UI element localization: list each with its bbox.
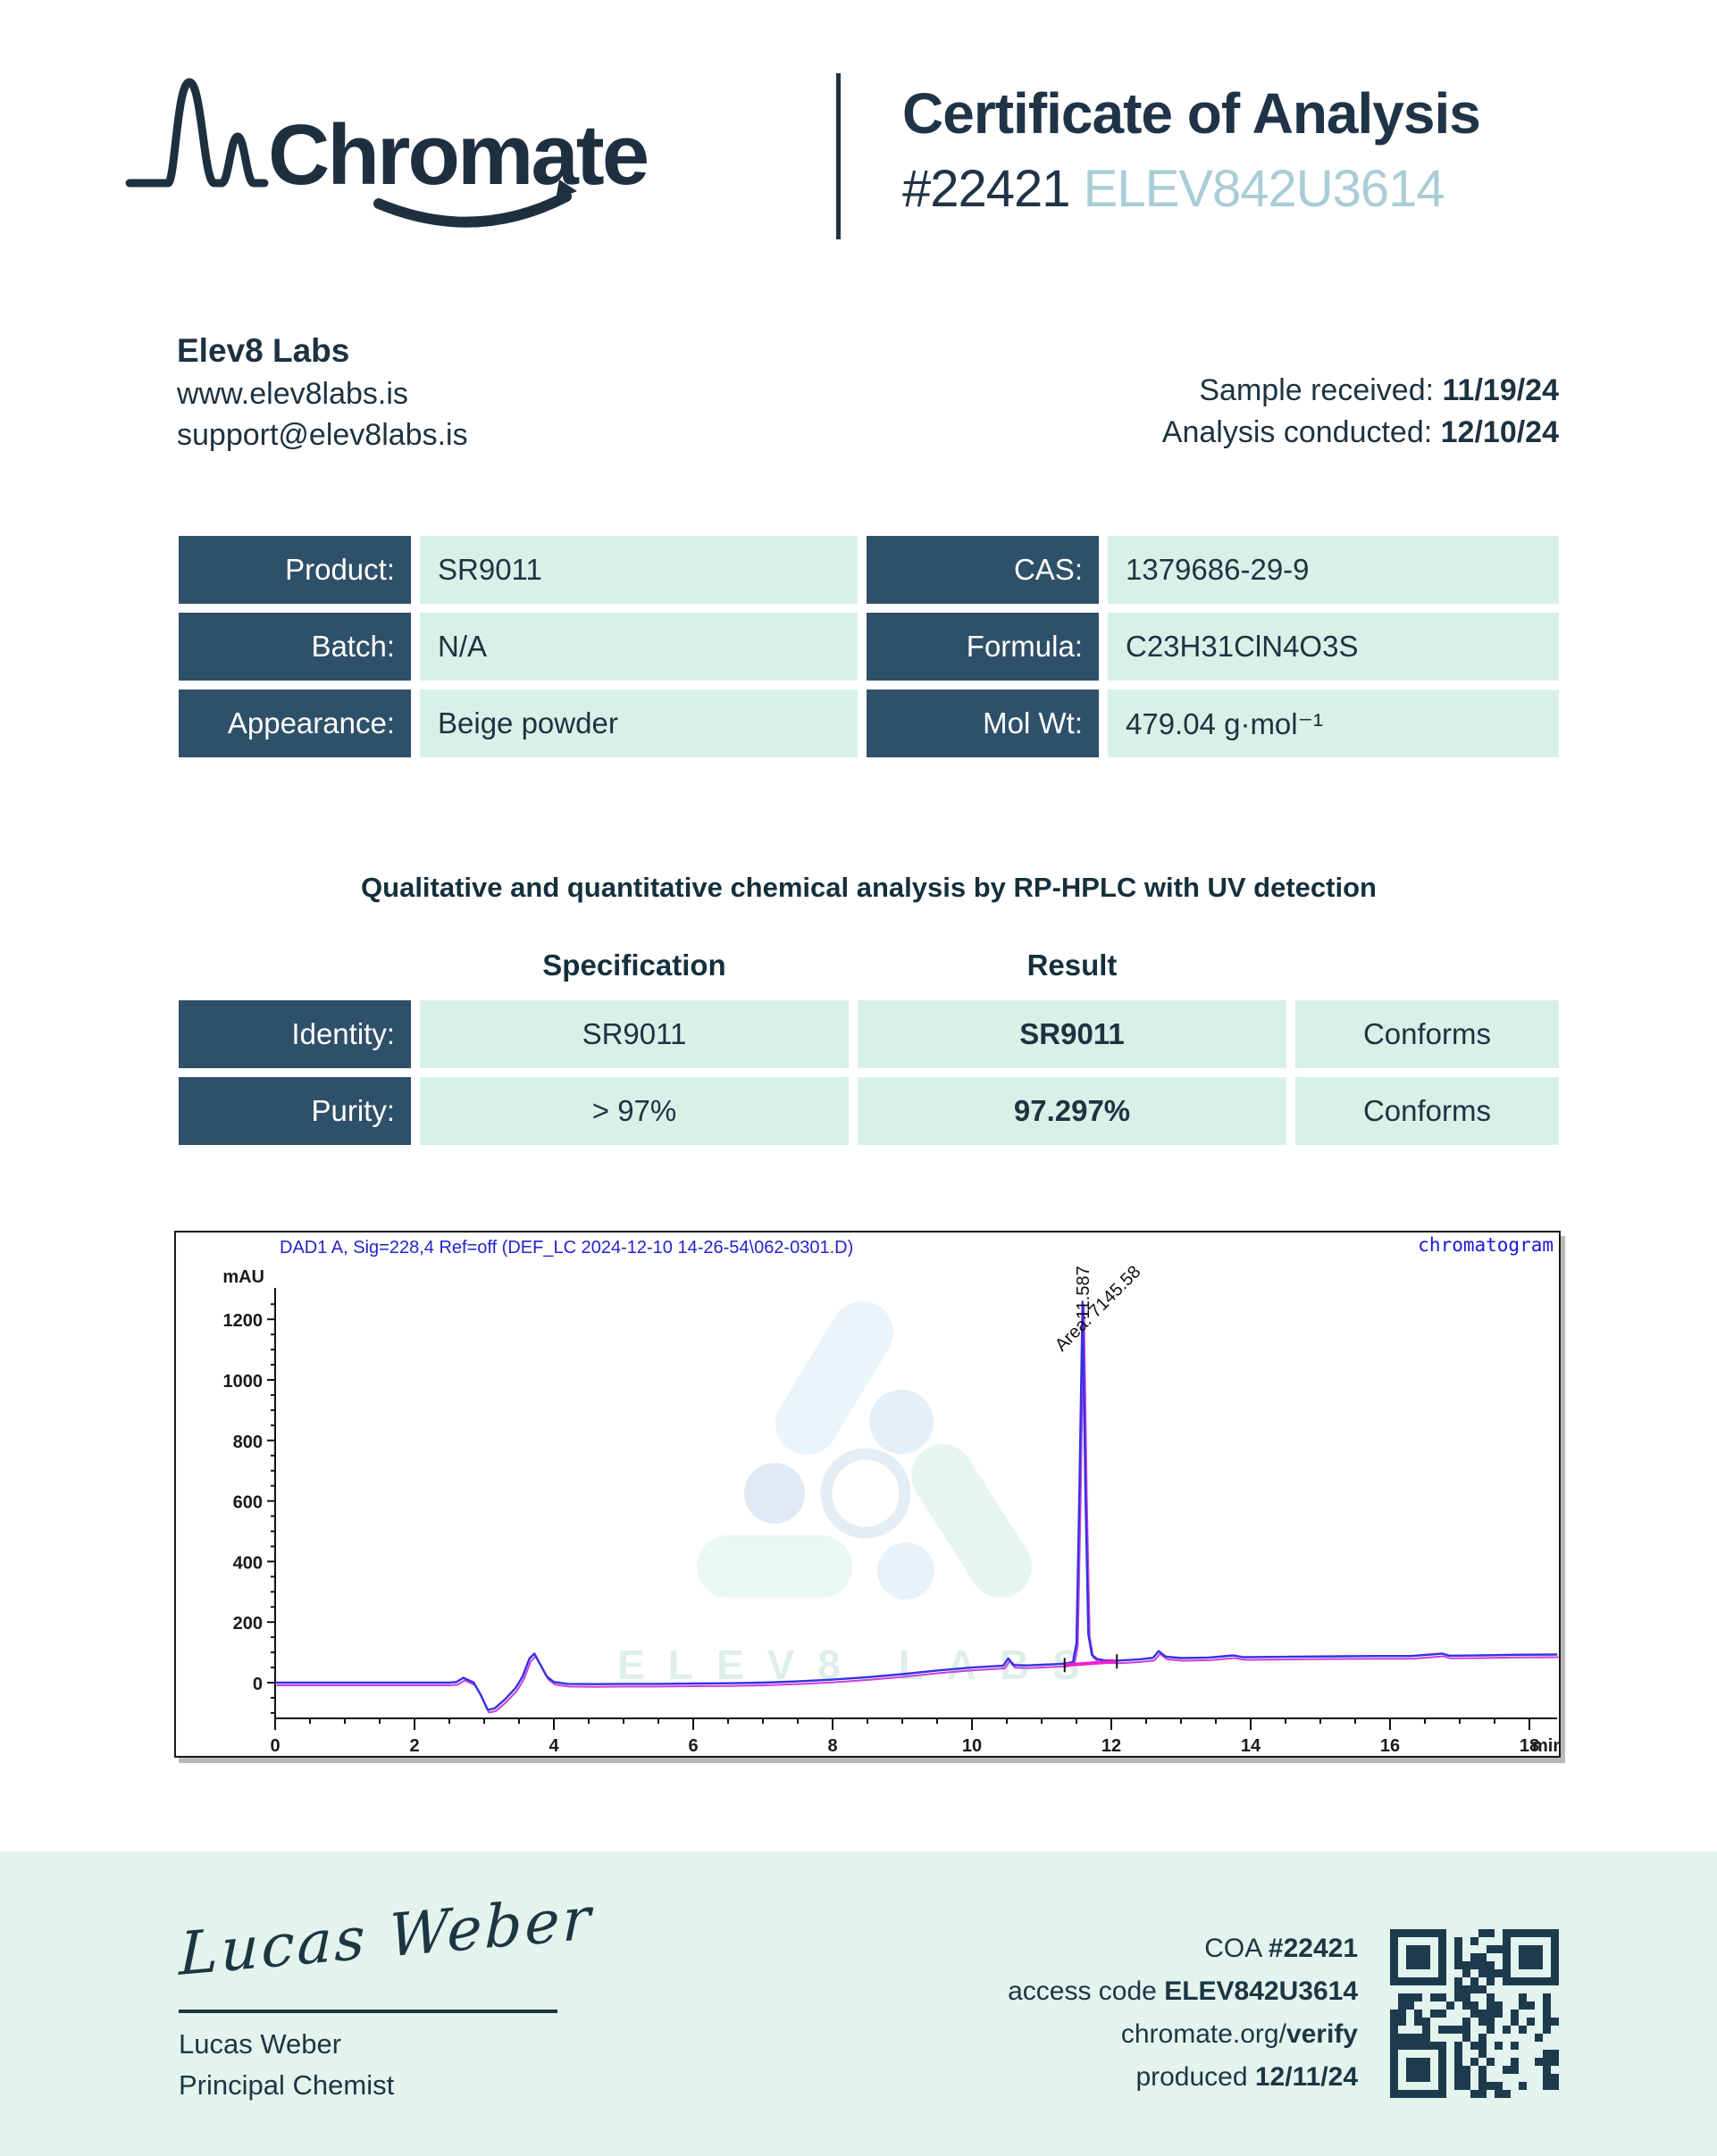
access-code-line: access code ELEV842U3614 xyxy=(1008,1976,1358,2006)
svg-text:2: 2 xyxy=(409,1736,419,1756)
analysis-conducted-date: 12/10/24 xyxy=(1440,415,1559,449)
formula-label: Formula: xyxy=(867,613,1099,681)
logo-arrowhead-icon xyxy=(556,180,577,200)
signer-title: Principal Chemist xyxy=(179,2069,395,2101)
verify-url-line: chromate.org/verify xyxy=(1120,2019,1358,2049)
produced-line: produced 12/11/24 xyxy=(1135,2062,1358,2092)
access-code: ELEV842U3614 xyxy=(1083,160,1445,218)
svg-text:1200: 1200 xyxy=(223,1311,264,1331)
svg-text:Area: 7145.58: Area: 7145.58 xyxy=(1051,1262,1144,1355)
product-label: Product: xyxy=(179,536,411,604)
svg-text:400: 400 xyxy=(233,1553,263,1573)
purity-spec: > 97% xyxy=(420,1077,849,1145)
analysis-conducted-line: Analysis conducted: 12/10/24 xyxy=(1161,415,1559,449)
sample-received-date: 11/19/24 xyxy=(1442,373,1559,407)
batch-label: Batch: xyxy=(179,613,411,681)
svg-text:800: 800 xyxy=(233,1433,263,1452)
signer-name: Lucas Weber xyxy=(179,2028,342,2060)
svg-text:1000: 1000 xyxy=(223,1372,264,1391)
result-header: Result xyxy=(1026,948,1118,982)
svg-text:0: 0 xyxy=(253,1675,263,1694)
coa-id-line: #22421 ELEV842U3614 xyxy=(902,159,1445,219)
signer-block: Lucas Weber Principal Chemist xyxy=(179,2024,394,2106)
batch-value: N/A xyxy=(420,613,858,681)
company-email: support@elev8labs.is xyxy=(177,418,468,452)
page-title: Certificate of Analysis xyxy=(902,81,1481,146)
svg-text:min: min xyxy=(1532,1736,1559,1756)
signature-line xyxy=(179,2010,557,2013)
purity-label: Purity: xyxy=(179,1077,411,1145)
appearance-value: Beige powder xyxy=(420,689,858,757)
chromatogram-corner-label: chromatogram xyxy=(1418,1234,1554,1256)
svg-text:600: 600 xyxy=(233,1493,263,1513)
header-divider xyxy=(836,73,841,239)
svg-text:0: 0 xyxy=(270,1736,280,1756)
spec-result-table: Identity: SR9011 SR9011 Conforms Purity:… xyxy=(179,1000,1559,1145)
cas-label: CAS: xyxy=(867,536,1099,604)
svg-text:6: 6 xyxy=(688,1736,698,1756)
svg-text:18: 18 xyxy=(1520,1736,1539,1756)
svg-text:11.587: 11.587 xyxy=(1074,1266,1093,1319)
appearance-label: Appearance: xyxy=(179,689,411,757)
dates-block: Sample received: 11/19/24 Analysis condu… xyxy=(1162,370,1559,454)
footer-access-code: ELEV842U3614 xyxy=(1164,1976,1358,2006)
chromate-logo: Chromate xyxy=(125,78,650,228)
identity-status: Conforms xyxy=(1295,1000,1559,1068)
sample-received-line: Sample received: 11/19/24 xyxy=(1199,373,1559,407)
svg-text:16: 16 xyxy=(1380,1736,1400,1756)
chromatogram-signal-title: DAD1 A, Sig=228,4 Ref=off (DEF_LC 2024-1… xyxy=(280,1238,854,1258)
cas-value: 1379686-29-9 xyxy=(1108,536,1559,604)
purity-status: Conforms xyxy=(1295,1077,1559,1145)
verify-url-bold: verify xyxy=(1286,2019,1358,2049)
svg-text:200: 200 xyxy=(233,1614,263,1634)
product-info-table: Product: SR9011 CAS: 1379686-29-9 Batch:… xyxy=(179,536,1559,757)
company-block: Elev8 Labs www.elev8labs.is support@elev… xyxy=(177,329,468,455)
svg-text:mAU: mAU xyxy=(222,1267,264,1287)
svg-text:10: 10 xyxy=(962,1736,982,1756)
purity-result: 97.297% xyxy=(858,1077,1286,1145)
logo-small-peak-icon xyxy=(217,132,269,188)
chromatogram-panel: DAD1 A, Sig=228,4 Ref=off (DEF_LC 2024-1… xyxy=(174,1231,1564,1758)
logo-wordmark: Chromate xyxy=(268,107,648,203)
method-note: Qualitative and quantitative chemical an… xyxy=(361,872,1377,903)
svg-text:8: 8 xyxy=(827,1736,837,1756)
svg-text:14: 14 xyxy=(1241,1736,1261,1756)
logo-smile-icon xyxy=(373,191,572,228)
company-website: www.elev8labs.is xyxy=(177,377,408,411)
specification-header: Specification xyxy=(542,948,726,982)
coa-number: #22421 xyxy=(902,160,1071,218)
company-name: Elev8 Labs xyxy=(177,332,350,369)
spec-table-headers: Specification Result xyxy=(179,948,1559,984)
svg-text:12: 12 xyxy=(1101,1736,1121,1756)
logo-peak-icon xyxy=(125,78,226,188)
footer-coa-number: #22421 xyxy=(1268,1934,1358,1963)
verification-block: COA #22421 access code ELEV842U3614 chro… xyxy=(1008,1927,1358,2099)
product-value: SR9011 xyxy=(420,536,858,604)
molwt-value: 479.04 g·mol⁻¹ xyxy=(1108,689,1559,757)
formula-value: C23H31ClN4O3S xyxy=(1108,613,1559,681)
produced-date: 12/11/24 xyxy=(1254,2062,1358,2092)
identity-result: SR9011 xyxy=(858,1000,1286,1068)
coa-line: COA #22421 xyxy=(1204,1934,1358,1963)
identity-label: Identity: xyxy=(179,1000,411,1068)
svg-text:4: 4 xyxy=(549,1736,559,1756)
molwt-label: Mol Wt: xyxy=(867,689,1099,757)
identity-spec: SR9011 xyxy=(420,1000,849,1068)
qr-code xyxy=(1390,1929,1559,2098)
footer-band xyxy=(0,1851,1717,2156)
